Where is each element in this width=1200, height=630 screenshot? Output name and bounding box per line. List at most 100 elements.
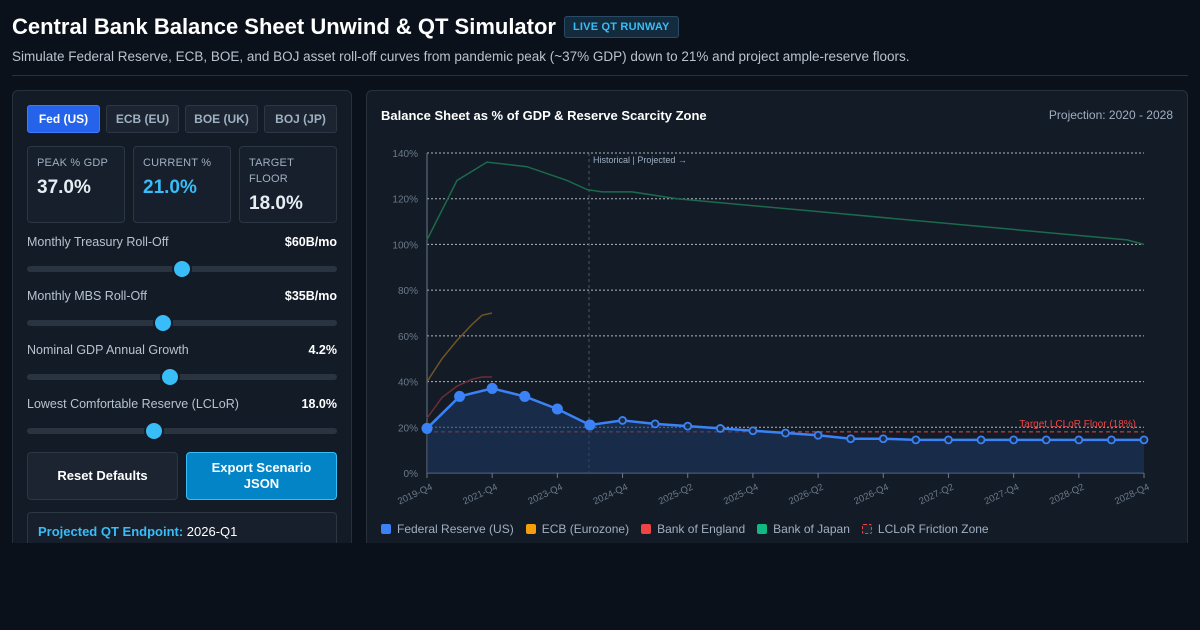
- slider-lclor-track[interactable]: [27, 428, 337, 434]
- data-point-fed: [1009, 435, 1019, 445]
- series-line-boj: [426, 161, 1145, 246]
- slider-lclor: Lowest Comfortable Reserve (LCLoR) 18.0%: [27, 397, 337, 439]
- legend-item[interactable]: Bank of England: [641, 522, 745, 536]
- control-panel: Fed (US) ECB (EU) BOE (UK) BOJ (JP) PEAK…: [12, 90, 352, 560]
- x-tick-label: 2028-Q4: [1113, 482, 1151, 508]
- historical-divider-label: Historical | Projected →: [593, 155, 687, 165]
- qt-endpoint-label: Projected QT Endpoint:: [38, 524, 184, 539]
- x-tick-label: 2019-Q4: [396, 482, 434, 508]
- stat-floor: TARGET FLOOR 18.0%: [239, 146, 337, 223]
- tab-ecb[interactable]: ECB (EU): [106, 105, 179, 133]
- stat-current: CURRENT % 21.0%: [133, 146, 231, 223]
- series-line-boe: [426, 376, 492, 419]
- chart-panel: Balance Sheet as % of GDP & Reserve Scar…: [366, 90, 1188, 560]
- stat-current-label: CURRENT %: [143, 157, 212, 169]
- live-badge: LIVE QT RUNWAY: [564, 16, 679, 38]
- x-tick-label: 2028-Q2: [1048, 482, 1086, 508]
- data-point-fed: [519, 390, 531, 402]
- data-point-fed: [1107, 435, 1116, 445]
- bank-tabs: Fed (US) ECB (EU) BOE (UK) BOJ (JP): [27, 105, 337, 133]
- data-point-fed: [584, 419, 596, 431]
- stat-floor-value: 18.0%: [249, 193, 303, 214]
- x-tick-label: 2025-Q2: [657, 482, 695, 508]
- legend-swatch: [525, 524, 536, 534]
- slider-treasury-value: $60B/mo: [284, 235, 337, 249]
- x-tick-label: 2025-Q4: [722, 482, 760, 508]
- slider-gdp-thumb[interactable]: [161, 369, 178, 385]
- qt-endpoint-value: 2026-Q1: [186, 524, 238, 539]
- slider-lclor-label: Lowest Comfortable Reserve (LCLoR): [27, 397, 239, 411]
- legend-item[interactable]: LCLoR Friction Zone: [861, 522, 989, 536]
- x-tick-label: 2027-Q4: [983, 482, 1021, 508]
- page-footer-space: [0, 543, 1200, 630]
- data-point-fed: [878, 434, 888, 444]
- chart-title: Balance Sheet as % of GDP & Reserve Scar…: [381, 108, 707, 123]
- data-point-fed: [781, 428, 790, 438]
- stat-peak: PEAK % GDP 37.0%: [27, 146, 125, 223]
- tab-boj[interactable]: BOJ (JP): [264, 105, 337, 133]
- chart-legend: Federal Reserve (US) ECB (Eurozone) Bank o…: [381, 522, 989, 536]
- series-line-ecb: [426, 312, 493, 382]
- slider-mbs-thumb[interactable]: [155, 315, 172, 331]
- page-title: Central Bank Balance Sheet Unwind & QT S…: [12, 14, 556, 39]
- y-tick-label: 20%: [398, 423, 418, 434]
- data-point-fed: [944, 435, 953, 445]
- data-point-fed: [1074, 435, 1084, 445]
- slider-treasury-label: Monthly Treasury Roll-Off: [27, 235, 169, 249]
- legend-label: ECB (Eurozone): [541, 522, 630, 536]
- slider-mbs-value: $35B/mo: [284, 289, 337, 303]
- data-point-fed: [454, 390, 466, 402]
- series-area-fed: [427, 388, 1144, 473]
- y-tick-label: 100%: [392, 240, 418, 251]
- x-tick-label: 2026-Q4: [852, 482, 890, 508]
- slider-lclor-value: 18.0%: [301, 397, 337, 411]
- tab-boe[interactable]: BOE (UK): [185, 105, 258, 133]
- data-point-fed: [748, 426, 758, 436]
- legend-item[interactable]: Bank of Japan: [757, 522, 850, 536]
- y-tick-label: 140%: [392, 149, 418, 160]
- data-point-fed: [683, 421, 693, 431]
- data-point-fed: [976, 435, 986, 445]
- y-tick-label: 60%: [398, 332, 418, 343]
- legend-label: Federal Reserve (US): [397, 522, 514, 536]
- y-tick-label: 0%: [404, 469, 419, 480]
- legend-label: Bank of Japan: [773, 522, 850, 536]
- y-tick-label: 80%: [398, 286, 418, 297]
- x-tick-label: 2021-Q4: [461, 482, 499, 508]
- slider-gdp: Nominal GDP Annual Growth 4.2%: [27, 343, 338, 385]
- balance-sheet-chart: 0% 20% 40% 60% 80% 100% 120% 140% 2019-Q4 2021-Q4…: [392, 149, 1151, 508]
- stat-current-value: 21.0%: [143, 177, 197, 198]
- stat-peak-value: 37.0%: [37, 177, 91, 198]
- slider-treasury-thumb[interactable]: [174, 261, 190, 277]
- slider-gdp-label: Nominal GDP Annual Growth: [27, 343, 189, 357]
- tab-fed[interactable]: Fed (US): [27, 105, 100, 133]
- floor-label: Target LCLoR Floor (18%): [1019, 419, 1136, 430]
- legend-item[interactable]: Federal Reserve (US): [381, 522, 514, 536]
- slider-lclor-thumb[interactable]: [146, 423, 163, 439]
- legend-swatch: [757, 524, 768, 534]
- data-point-fed: [813, 430, 823, 440]
- reset-defaults-button[interactable]: Reset Defaults: [27, 452, 178, 500]
- data-point-fed: [715, 424, 725, 433]
- slider-gdp-value: 4.2%: [308, 343, 338, 357]
- slider-gdp-track[interactable]: [27, 374, 337, 380]
- export-scenario-button[interactable]: Export Scenario JSON: [186, 452, 337, 500]
- stat-cards: PEAK % GDP 37.0% CURRENT % 21.0% TARGET …: [27, 146, 337, 223]
- data-point-fed: [618, 416, 627, 425]
- x-tick-label: 2026-Q2: [787, 482, 825, 508]
- slider-mbs-track[interactable]: [27, 320, 337, 326]
- y-tick-label: 40%: [398, 378, 418, 389]
- slider-mbs-label: Monthly MBS Roll-Off: [27, 289, 147, 303]
- slider-treasury: Monthly Treasury Roll-Off $60B/mo: [27, 235, 337, 277]
- data-point-fed: [650, 419, 660, 429]
- legend-swatch: [641, 524, 652, 534]
- data-point-fed: [486, 382, 498, 394]
- x-tick-label: 2024-Q4: [592, 482, 630, 508]
- y-tick-label: 120%: [392, 195, 418, 206]
- chart-range: Projection: 2020 - 2028: [1048, 108, 1173, 122]
- legend-label: Bank of England: [657, 522, 746, 536]
- stat-floor-label: TARGET FLOOR: [249, 157, 294, 185]
- legend-item[interactable]: ECB (Eurozone): [525, 522, 630, 536]
- data-point-fed: [421, 422, 433, 434]
- header-divider: [12, 75, 1188, 76]
